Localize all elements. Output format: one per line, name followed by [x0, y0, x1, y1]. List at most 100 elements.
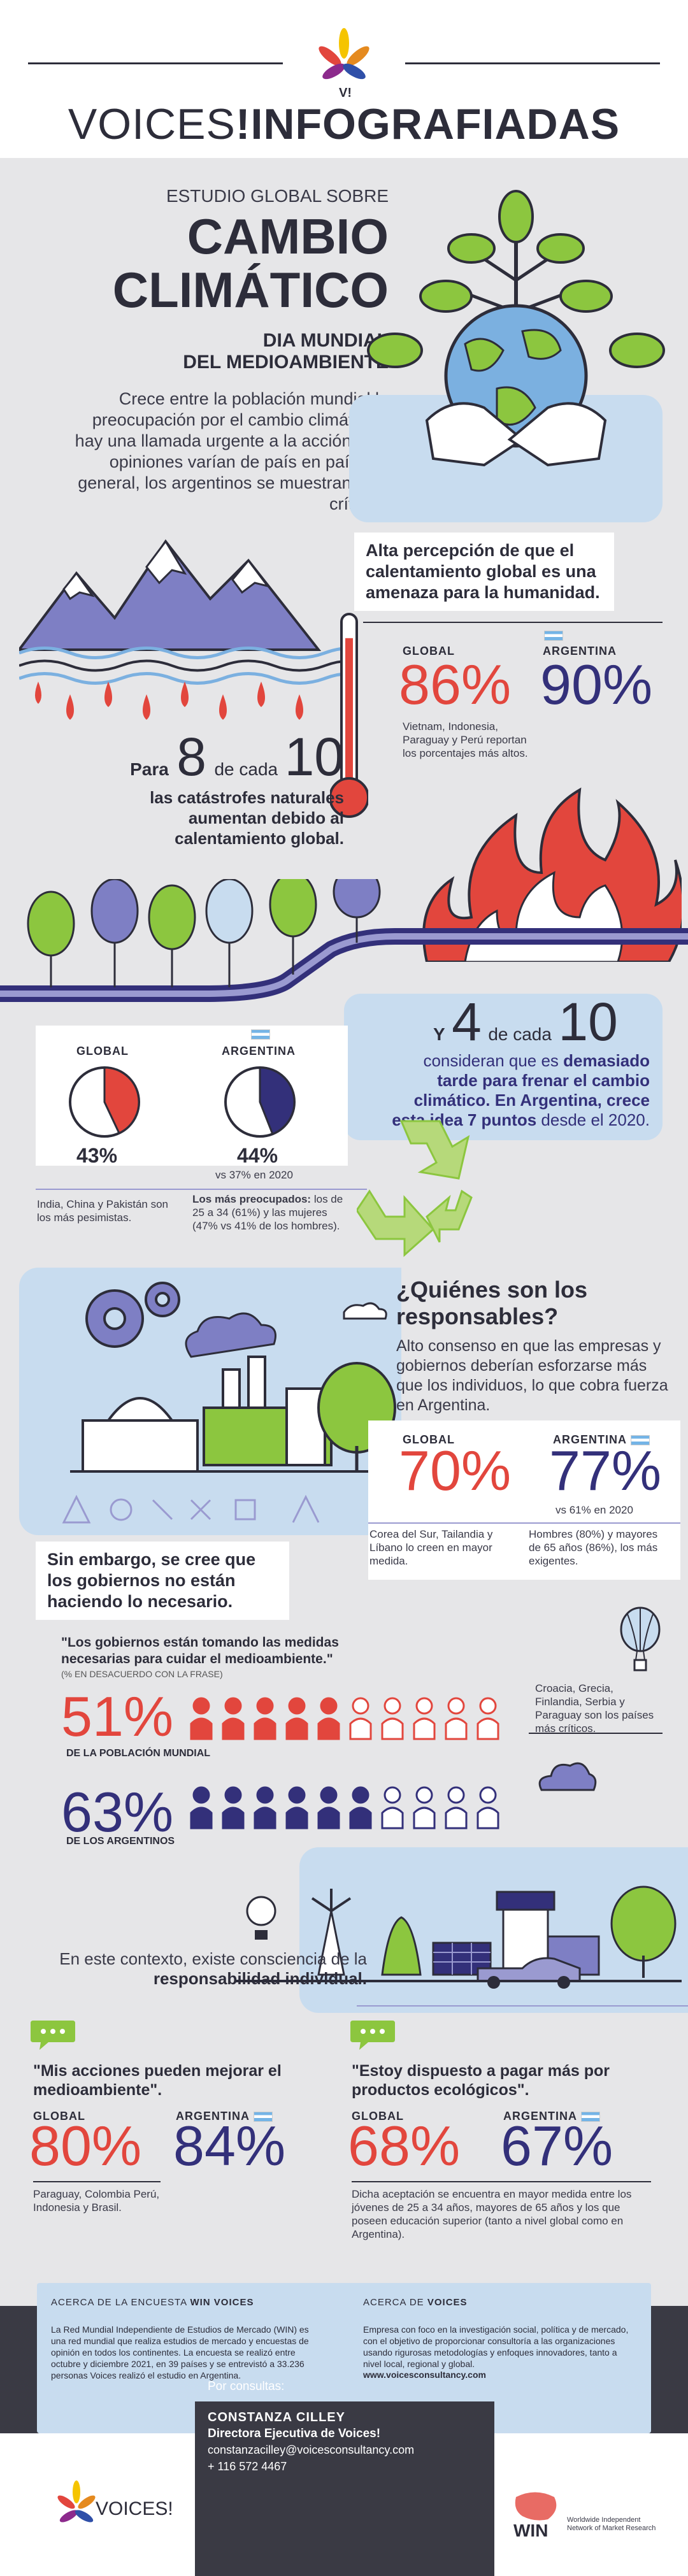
subtitle-line1: DIA MUNDIAL	[262, 330, 389, 351]
city-illustration	[236, 1828, 682, 2007]
win-subtitle: Worldwide Independent Network of Market …	[567, 2516, 656, 2532]
balloon-icon	[618, 1605, 663, 1675]
governments-quote-note: (% EN DESACUERDO CON LA FRASE)	[61, 1669, 223, 1679]
footer-voices-logo: VOICES!	[51, 2478, 191, 2542]
argentina-flag-icon	[544, 631, 563, 641]
governments-world-value: 51%	[61, 1685, 174, 1748]
about-survey-title: ACERCA DE LA ENCUESTA WIN VOICES	[51, 2297, 254, 2308]
subtitle-line2: DEL MEDIOAMBIENTE	[183, 352, 389, 373]
too-late-stat: Y 4 de cada 10	[433, 992, 618, 1052]
contact-heading: Por consultas:	[208, 2380, 285, 2393]
responsible-text: Alto consenso en que las empresas y gobi…	[396, 1337, 668, 1414]
governments-arg-value: 63%	[61, 1780, 174, 1843]
title-line2: CLIMÁTICO	[112, 262, 389, 318]
too-late-argentina-note: Los más preocupados: los de 25 a 34 (61%…	[192, 1193, 343, 1232]
people-row-world	[189, 1694, 520, 1745]
argentina-flag-icon	[251, 1029, 270, 1040]
disasters-text: las catástrofes naturales aumentan debid…	[150, 788, 344, 848]
person-icon	[285, 1697, 308, 1740]
q1-text: "Mis acciones pueden mejorar el medioamb…	[33, 2062, 282, 2099]
responsible-argentina-note: Hombres (80%) y mayores de 65 años (86%)…	[529, 1528, 658, 1567]
header-rule-left	[28, 62, 283, 64]
too-late-global-label: GLOBAL	[76, 1045, 129, 1057]
q1-note: Paraguay, Colombia Perú, Indonesia y Bra…	[33, 2188, 160, 2214]
win-logo: WIN	[510, 2484, 663, 2542]
too-late-text: consideran que es demasiado tarde para f…	[392, 1051, 650, 1129]
too-late-argentina-label: ARGENTINA	[222, 1029, 296, 1058]
q2-argentina-value: 67%	[501, 2114, 613, 2177]
person-icon	[477, 1697, 499, 1740]
q1-global-label: GLOBAL	[33, 2110, 85, 2122]
about-voices-text: Empresa con foco en la investigación soc…	[363, 2324, 629, 2369]
argentina-flag-icon	[631, 1435, 650, 1446]
mountains-illustration	[17, 522, 376, 726]
responsible-global-label: GLOBAL	[403, 1433, 455, 1446]
factory-illustration	[25, 1268, 408, 1548]
win-brand: WIN	[513, 2521, 548, 2540]
q1-argentina-label: ARGENTINA	[176, 2110, 273, 2123]
q2-text: "Estoy dispuesto a pagar más por product…	[352, 2062, 610, 2099]
threat-note: Vietnam, Indonesia, Paraguay y Perú repo…	[403, 720, 528, 759]
pie-global-slice	[103, 1066, 140, 1134]
header-rule-right	[405, 62, 660, 64]
governments-world-label: DE LA POBLACIÓN MUNDIAL	[66, 1748, 211, 1759]
kicker: ESTUDIO GLOBAL SOBRE	[166, 186, 389, 206]
person-icon	[317, 1697, 340, 1740]
governments-arg-label: DE LOS ARGENTINOS	[66, 1836, 175, 1847]
too-late-global-value: 43%	[76, 1144, 118, 1167]
threat-rule	[363, 622, 663, 623]
person-icon	[413, 1786, 436, 1829]
threat-callout: Alta percepción de que el calentamiento …	[354, 533, 614, 611]
contact-email[interactable]: constanzacilley@voicesconsultancy.com	[208, 2444, 415, 2456]
threat-argentina-value: 90%	[540, 653, 653, 716]
too-late-global-note: India, China y Pakistán son los más pesi…	[37, 1198, 169, 1224]
q2-global-value: 68%	[348, 2114, 461, 2177]
speech-bubble-icon	[349, 2018, 396, 2051]
responsible-callout: Sin embargo, se cree que los gobiernos n…	[36, 1542, 289, 1620]
responsible-argentina-value: 77%	[549, 1439, 662, 1502]
thermometer-icon	[329, 612, 369, 822]
q2-argentina-label: ARGENTINA	[503, 2110, 600, 2123]
recycle-icon	[355, 1108, 484, 1261]
about-voices-url[interactable]: www.voicesconsultancy.com	[363, 2370, 486, 2380]
people-row-argentina	[189, 1784, 520, 1835]
person-icon	[413, 1697, 436, 1740]
responsible-argentina-vs: vs 61% en 2020	[555, 1504, 633, 1516]
earth-plant-illustration	[357, 185, 675, 490]
threat-argentina-label: ARGENTINA	[543, 631, 617, 658]
person-icon	[285, 1786, 308, 1829]
argentina-flag-icon	[581, 2112, 600, 2122]
responsible-argentina-label: ARGENTINA	[553, 1433, 650, 1447]
pie-argentina-slice	[259, 1066, 296, 1136]
responsible-global-note: Corea del Sur, Tailandia y Líbano lo cre…	[369, 1528, 493, 1567]
governments-quote: "Los gobiernos están tomando las medidas…	[61, 1635, 339, 1666]
too-late-argentina-value: 44%	[237, 1144, 278, 1167]
q2-global-label: GLOBAL	[352, 2110, 404, 2122]
individual-text: En este contexto, existe consciencia de …	[59, 1949, 367, 1988]
q1-argentina-value: 84%	[173, 2114, 286, 2177]
about-survey-text: La Red Mundial Independiente de Estudios…	[51, 2324, 309, 2380]
responsible-title: ¿Quiénes son los responsables?	[396, 1277, 588, 1329]
intro-text: Crece entre la población mundial la preo…	[75, 389, 389, 513]
q2-note: Dicha aceptación se encuentra en mayor m…	[352, 2188, 632, 2240]
contact-name: CONSTANZA CILLEY	[208, 2410, 345, 2424]
voices-logo: V!	[312, 25, 376, 102]
person-icon	[254, 1786, 276, 1829]
q2-rule	[352, 2181, 651, 2182]
logo-text: V!	[339, 86, 352, 100]
footer-brand: VOICES!	[96, 2498, 173, 2519]
person-icon	[222, 1697, 245, 1740]
threat-global-label: GLOBAL	[403, 645, 455, 657]
speech-bubble-icon	[29, 2018, 76, 2051]
person-icon	[190, 1697, 213, 1740]
governments-rule	[529, 1733, 663, 1734]
cloud-icon	[535, 1758, 599, 1796]
person-icon	[254, 1697, 276, 1740]
contact-role: Directora Ejecutiva de Voices!	[208, 2427, 381, 2440]
trees-road-illustration	[0, 865, 688, 1045]
too-late-argentina-pie	[222, 1064, 298, 1140]
individual-rule	[357, 2005, 688, 2007]
person-icon	[477, 1786, 499, 1829]
title-line1: CAMBIO	[187, 208, 389, 264]
person-icon	[445, 1786, 468, 1829]
